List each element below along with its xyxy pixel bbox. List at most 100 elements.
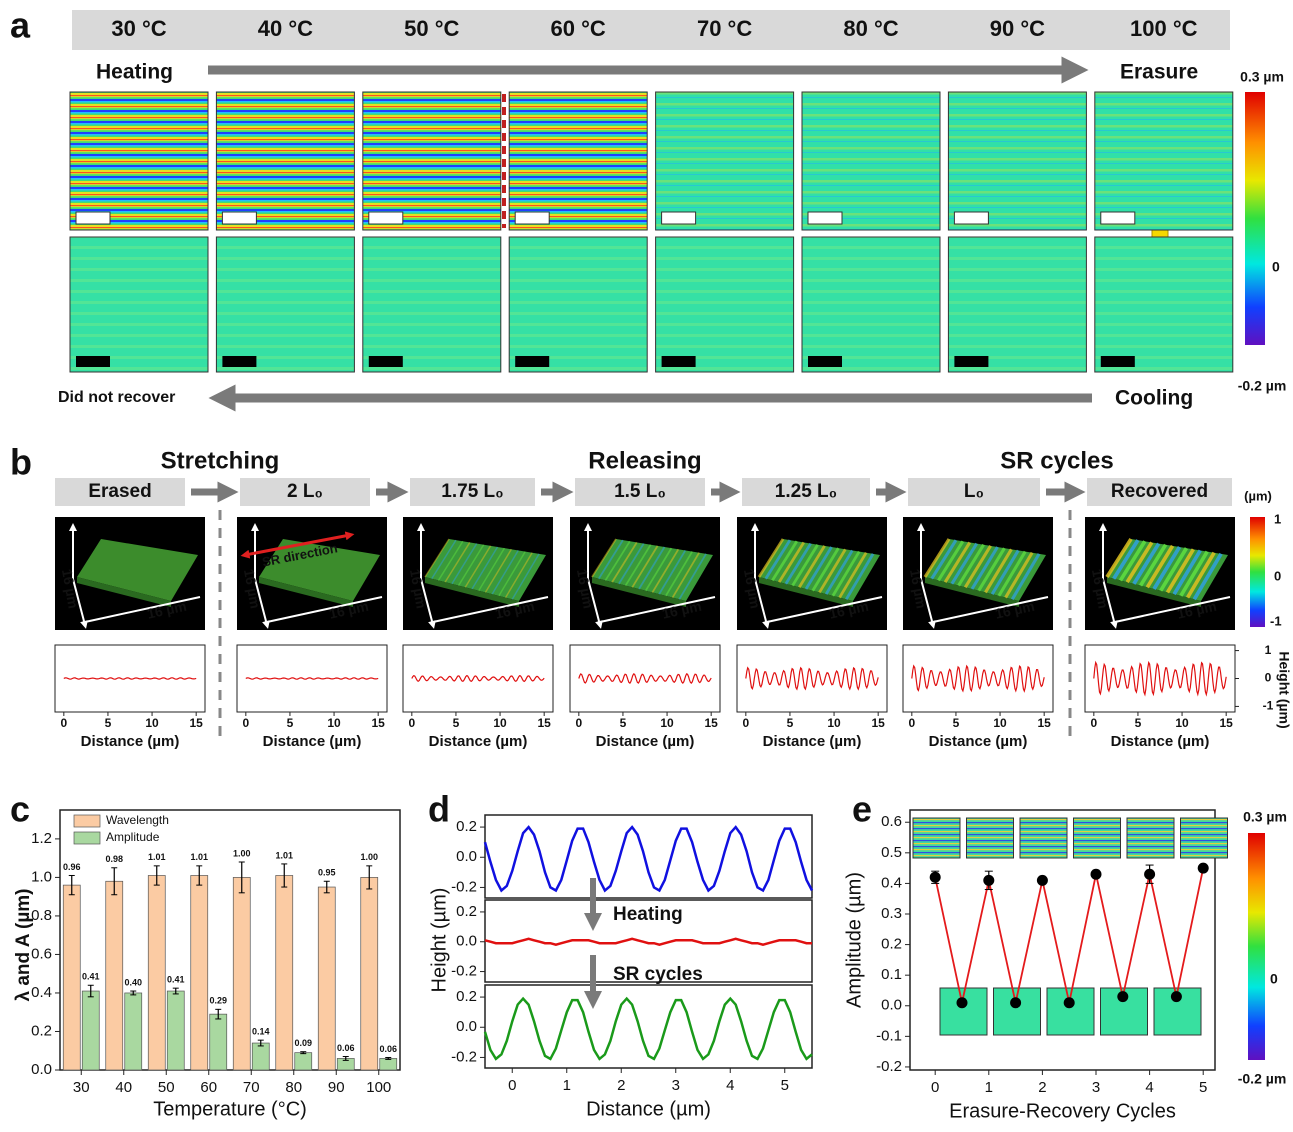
thumbnail [1020, 818, 1067, 858]
scale-bar [954, 212, 988, 224]
temperature-label: 40 °C [258, 16, 313, 41]
x-tick-label: 0 [742, 716, 749, 730]
afm-image [948, 237, 1086, 372]
x-tick-label: 50 [158, 1079, 175, 1096]
legend-label: Wavelength [106, 813, 169, 827]
x-tick-label: 5 [1199, 1079, 1207, 1096]
afm-image [70, 92, 208, 230]
marker [1171, 991, 1182, 1002]
y-tick-label: 0.0 [881, 997, 902, 1014]
x-tick-label: 15 [704, 716, 718, 730]
value-label: 1.01 [190, 852, 208, 862]
y-tick-label: 0.4 [881, 874, 902, 891]
x-axis-title: Distance (µm) [81, 733, 180, 750]
afm-image [802, 92, 940, 230]
annotation: Heating [613, 904, 683, 925]
y-tick-label: 0.0 [456, 1018, 477, 1035]
y-tick-label: -0.2 [451, 1048, 477, 1065]
plot-area [485, 815, 812, 898]
scale-bar [808, 356, 842, 367]
state-label: Erased [88, 481, 151, 502]
y-tick-label: 1.2 [31, 830, 52, 847]
legend-swatch [74, 832, 100, 844]
x-tick-label: 5 [287, 716, 294, 730]
legend-label: Amplitude [106, 830, 160, 844]
afm-image [656, 92, 794, 230]
afm-image [363, 237, 501, 372]
y-tick-label: -0.2 [451, 878, 477, 895]
thumbnail [967, 818, 1014, 858]
marker [983, 875, 994, 886]
bar [148, 875, 165, 1070]
thumbnail [913, 818, 960, 858]
colorbar [1245, 92, 1265, 345]
x-tick-label: 10 [1175, 716, 1189, 730]
annotation: SR cycles [613, 964, 703, 985]
x-tick-label: 60 [200, 1079, 217, 1096]
y-tick-label: 0.2 [31, 1022, 52, 1039]
afm-image [656, 237, 794, 372]
value-label: 0.06 [379, 1044, 397, 1054]
afm-image [216, 237, 354, 372]
state-label: 2 L₀ [287, 481, 323, 502]
afm-image [948, 92, 1086, 230]
value-label: 0.96 [63, 862, 81, 872]
line [935, 868, 1203, 1003]
y-axis-title: Height (µm) [428, 888, 450, 993]
state-label: 1.5 L₀ [614, 481, 666, 502]
temperature-label: 60 °C [551, 16, 606, 41]
y-tick-label: 0 [1265, 671, 1272, 685]
x-tick-label: 5 [1135, 716, 1142, 730]
bar [361, 877, 378, 1070]
panel-letter: b [10, 442, 32, 483]
y-tick-label: 0.0 [456, 933, 477, 950]
afm-image [509, 92, 647, 230]
x-tick-label: 0 [408, 716, 415, 730]
x-tick-label: 15 [371, 716, 385, 730]
bar [276, 875, 293, 1070]
y-tick-label: 0.3 [881, 905, 902, 922]
y-tick-label: 0.1 [881, 966, 902, 983]
x-tick-label: 1 [985, 1079, 993, 1096]
x-tick-label: 4 [726, 1077, 734, 1094]
y-axis-title: Amplitude (µm) [843, 872, 865, 1008]
colorbar-label: -1 [1270, 613, 1282, 628]
x-tick-label: 5 [787, 716, 794, 730]
y-tick-label: 0.2 [456, 903, 477, 920]
scale-bar [515, 212, 549, 224]
x-tick-label: 3 [1092, 1079, 1100, 1096]
scale-bar [76, 356, 110, 367]
x-tick-label: 30 [73, 1079, 90, 1096]
y-axis-title: λ and A (µm) [13, 889, 34, 1002]
value-label: 0.29 [209, 996, 227, 1006]
temperature-label: 30 °C [111, 16, 166, 41]
y-tick-label: 0.0 [456, 848, 477, 865]
marker [1091, 869, 1102, 880]
y-tick-label: -0.2 [451, 963, 477, 980]
x-axis-title: Distance (µm) [763, 733, 862, 750]
scale-bar [808, 212, 842, 224]
y-tick-label: 0.5 [881, 844, 902, 861]
marker [1064, 997, 1075, 1008]
label: Cooling [1115, 387, 1193, 410]
y-tick-label: 0.6 [881, 813, 902, 830]
y-tick-label: 1.0 [31, 868, 52, 885]
temperature-label: 100 °C [1130, 16, 1198, 41]
y-tick-label: 1 [1265, 643, 1272, 657]
x-tick-label: 80 [285, 1079, 302, 1096]
bar [167, 991, 184, 1070]
x-tick-label: 1 [563, 1077, 571, 1094]
line [485, 939, 812, 945]
x-tick-label: 100 [366, 1079, 391, 1096]
colorbar-label: 0.3 µm [1243, 809, 1287, 825]
x-tick-label: 15 [537, 716, 551, 730]
bar [210, 1014, 227, 1070]
x-axis-title: Distance (µm) [596, 733, 695, 750]
marker [1117, 991, 1128, 1002]
bar [63, 885, 80, 1070]
bar [380, 1058, 397, 1070]
line [485, 999, 812, 1059]
afm-image [1095, 92, 1233, 230]
y-tick-label: 0.2 [456, 818, 477, 835]
state-label: L₀ [964, 481, 984, 502]
